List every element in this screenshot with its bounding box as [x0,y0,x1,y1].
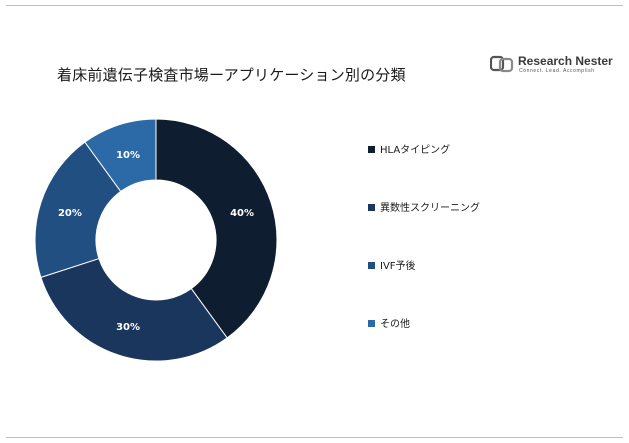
top-divider [6,5,623,6]
donut-slice-4 [84,118,157,193]
donut-slice-3 [34,141,122,279]
slice-label-1: 40% [230,208,254,219]
legend-swatch [368,320,375,327]
legend-swatch [368,146,375,153]
legend-swatch [368,204,375,211]
bottom-divider [6,437,623,438]
legend-swatch [368,262,375,269]
chart-title: 着床前遺伝子検査市場ーアプリケーション別の分類 [57,66,406,84]
donut-slice-2 [40,257,228,362]
legend-item-3: IVF予後 [368,261,416,273]
legend-item-1: HLAタイピング [368,145,450,157]
logo-mark-icon [490,55,514,73]
legend-label: IVF予後 [380,261,416,272]
research-nester-logo: Research Nester Connect. Lead. Accomplis… [490,53,613,77]
legend-item-4: その他 [368,319,410,331]
legend-label: その他 [380,319,410,330]
slice-label-4: 10% [116,150,140,161]
legend-label: 異数性スクリーニング [380,203,480,214]
donut-slice-1 [155,118,278,339]
logo-name: Research Nester [518,54,613,68]
slice-label-3: 20% [58,208,82,219]
logo-tagline: Connect. Lead. Accomplish [519,68,595,74]
slice-label-2: 30% [116,322,140,333]
legend-item-2: 異数性スクリーニング [368,203,480,215]
legend-label: HLAタイピング [380,145,451,156]
